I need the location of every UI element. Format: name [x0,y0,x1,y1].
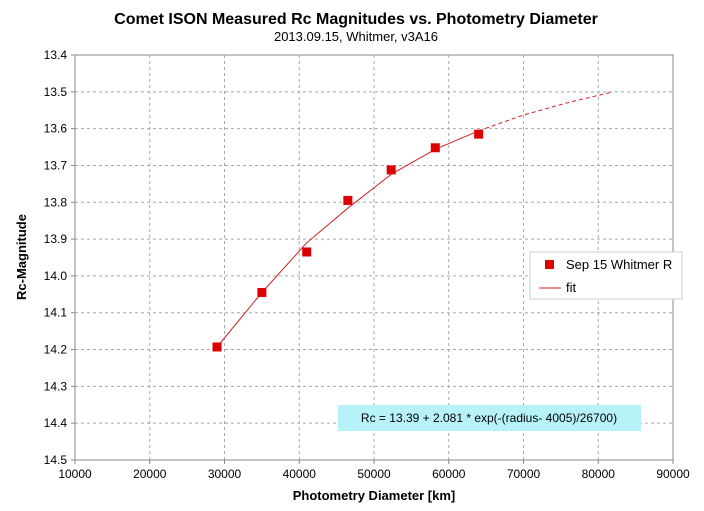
chart-title: Comet ISON Measured Rc Magnitudes vs. Ph… [114,11,598,28]
data-point [474,129,484,139]
y-tick-label: 13.5 [44,85,68,99]
x-axis-ticks: 10000 20000 30000 40000 50000 60000 70000 80000… [58,460,690,481]
series-layer [212,91,614,352]
y-tick-label: 14.3 [44,379,68,393]
legend-box [529,251,683,300]
chart-subtitle: 2013.09.15, Whitmer, v3A16 [274,29,438,44]
fit-extrapolation-line [478,91,614,132]
y-tick-label: 14.5 [44,453,68,467]
y-tick-label: 13.7 [44,158,68,172]
equation-box [338,405,641,431]
y-tick-label: 13.9 [44,232,68,246]
data-point [343,195,353,205]
data-point [430,143,440,153]
x-tick-label: 60000 [432,467,466,481]
y-tick-label: 14.2 [44,343,68,357]
x-tick-label: 30000 [208,467,242,481]
data-point [386,165,396,175]
equation-text: Rc = 13.39 + 2.081 * exp(-(radius- 4005)… [361,411,617,425]
x-tick-label: 50000 [357,467,391,481]
legend-label-measured: Sep 15 Whitmer R [566,257,672,272]
x-tick-label: 40000 [283,467,317,481]
legend-marker-square [545,260,554,269]
y-axis-label: Rc-Magnitude [14,214,29,300]
y-tick-label: 14.1 [44,306,68,320]
x-tick-label: 70000 [507,467,541,481]
legend-label-fit: fit [566,280,577,295]
equation-annotation: Rc = 13.39 + 2.081 * exp(-(radius- 4005)… [338,405,641,431]
x-tick-label: 10000 [58,467,92,481]
y-tick-label: 14.0 [44,269,68,283]
x-axis-label: Photometry Diameter [km] [293,488,456,503]
x-tick-label: 80000 [582,467,616,481]
y-axis-ticks: 13.4 13.5 13.6 13.7 13.8 13.9 14.0 14.1 14.2 14.3… [44,48,75,467]
y-tick-label: 13.6 [44,122,68,136]
legend: Sep 15 Whitmer R fit [529,251,683,300]
y-tick-label: 13.8 [44,195,68,209]
y-tick-label: 13.4 [44,48,68,62]
x-tick-label: 20000 [133,467,167,481]
y-tick-label: 14.4 [44,416,68,430]
x-tick-label: 90000 [656,467,690,481]
data-point [302,247,312,257]
data-point [212,342,222,352]
data-point [257,287,267,297]
